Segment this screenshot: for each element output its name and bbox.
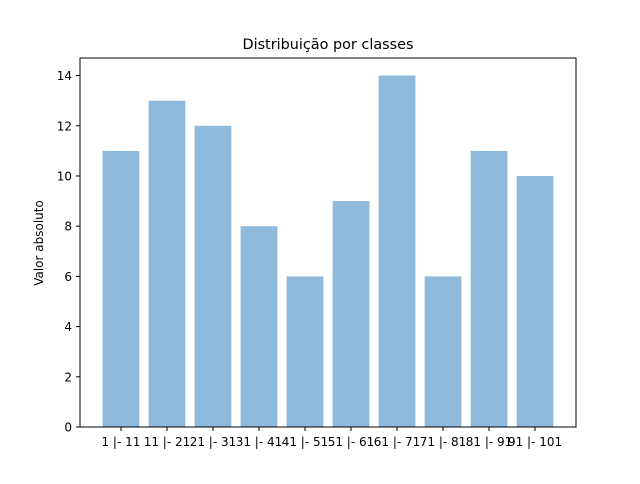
- bars-group: [102, 75, 554, 428]
- bar: [286, 276, 324, 427]
- x-tick-label: 51 |- 61: [328, 435, 375, 449]
- x-tick-label: 81 |- 91: [466, 435, 513, 449]
- y-tick-label: 4: [64, 320, 72, 334]
- x-tick-label: 41 |- 51: [282, 435, 329, 449]
- bar: [240, 226, 278, 427]
- bar: [102, 150, 140, 427]
- x-tick-label: 31 |- 41: [236, 435, 283, 449]
- x-tick-label: 21 |- 31: [190, 435, 237, 449]
- y-tick-label: 6: [64, 270, 72, 284]
- bar: [194, 125, 232, 427]
- x-tick-label: 1 |- 11: [101, 435, 140, 449]
- bar: [148, 100, 186, 428]
- x-tick-label: 11 |- 21: [144, 435, 191, 449]
- bar: [470, 150, 508, 427]
- chart-title: Distribuição por classes: [242, 37, 413, 53]
- x-tick-label: 71 |- 81: [420, 435, 467, 449]
- bar: [378, 75, 416, 428]
- y-tick-label: 0: [64, 421, 72, 435]
- y-axis-ticks: 0 2 4 6 8 10 12 14: [57, 69, 80, 435]
- x-tick-label: 91 |- 101: [508, 435, 562, 449]
- bar: [516, 175, 554, 427]
- y-tick-label: 10: [57, 169, 72, 183]
- y-axis-label: Valor absoluto: [32, 200, 46, 286]
- x-tick-label: 61 |- 71: [374, 435, 421, 449]
- y-tick-label: 8: [64, 220, 72, 234]
- bar: [332, 201, 370, 427]
- x-axis-ticks: 1 |- 11 11 |- 21 21 |- 31 31 |- 41 41 |- 51 5…: [101, 427, 562, 449]
- y-tick-label: 14: [57, 69, 72, 83]
- bar: [424, 276, 462, 427]
- axes-frame: [79, 57, 577, 428]
- y-tick-label: 2: [64, 370, 72, 384]
- y-tick-label: 12: [57, 119, 72, 133]
